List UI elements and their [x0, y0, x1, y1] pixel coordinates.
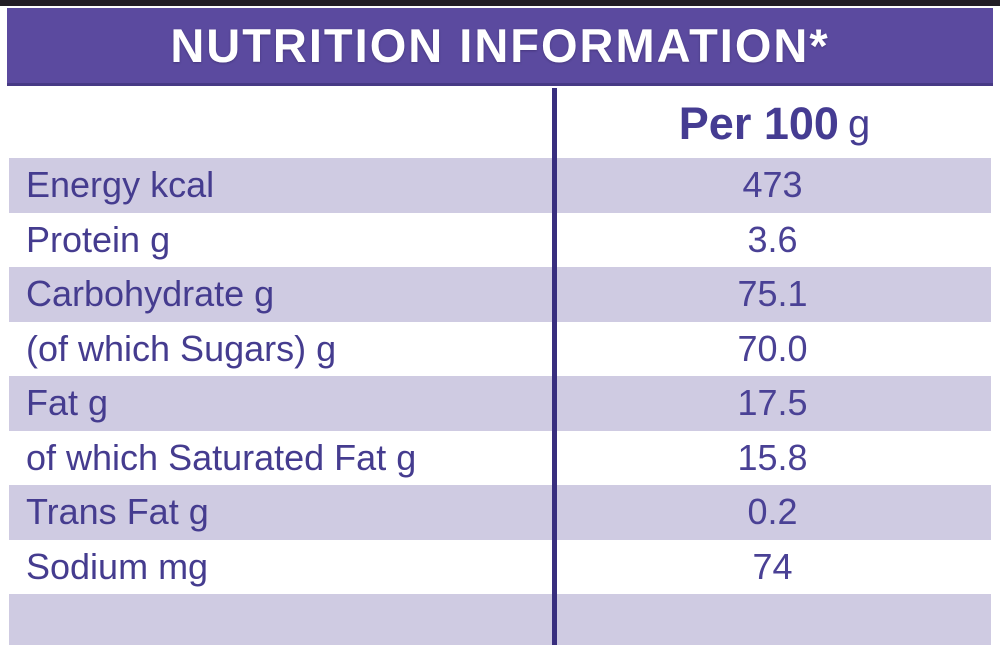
row-label: of which Saturated Fat g [26, 436, 417, 478]
row-label: Energy kcal [26, 164, 215, 206]
table-row: (of which Sugars) g 70.0 [9, 322, 991, 377]
row-value: 74 [752, 545, 793, 587]
page-title: NUTRITION INFORMATION* [170, 19, 830, 72]
top-edge-strip [0, 0, 1000, 6]
table-row: Carbohydrate g 75.1 [9, 267, 991, 322]
table-row: Protein g 3.6 [9, 213, 991, 268]
row-value: 15.8 [737, 436, 808, 478]
row-label: Carbohydrate g [26, 273, 275, 315]
table-row: Sodium mg 74 [9, 540, 991, 595]
row-label: Fat g [26, 382, 109, 424]
column-divider-line [552, 88, 557, 645]
row-value: 17.5 [737, 382, 808, 424]
row-value: 75.1 [737, 273, 808, 315]
table-row: Fat g 17.5 [9, 376, 991, 431]
row-value: 473 [742, 164, 803, 206]
table-row-empty [9, 594, 991, 645]
row-label: (of which Sugars) g [26, 327, 337, 369]
row-label: Trans Fat g [26, 491, 209, 533]
table-row: Trans Fat g 0.2 [9, 485, 991, 540]
table-row: of which Saturated Fat g 15.8 [9, 431, 991, 486]
row-value: 3.6 [747, 218, 798, 260]
row-label: Sodium mg [26, 545, 209, 587]
column-header-unit: g [847, 101, 871, 146]
column-header-text: Per 100 [678, 98, 839, 149]
nutrition-header-bar: NUTRITION INFORMATION* [7, 8, 993, 86]
row-label: Protein g [26, 218, 171, 260]
row-value: 70.0 [737, 327, 808, 369]
row-value: 0.2 [747, 491, 798, 533]
nutrition-table: Energy kcal 473 Protein g 3.6 Carbohydra… [9, 158, 991, 645]
table-row: Energy kcal 473 [9, 158, 991, 213]
column-header-per-100g: Per 100 g [558, 92, 991, 156]
